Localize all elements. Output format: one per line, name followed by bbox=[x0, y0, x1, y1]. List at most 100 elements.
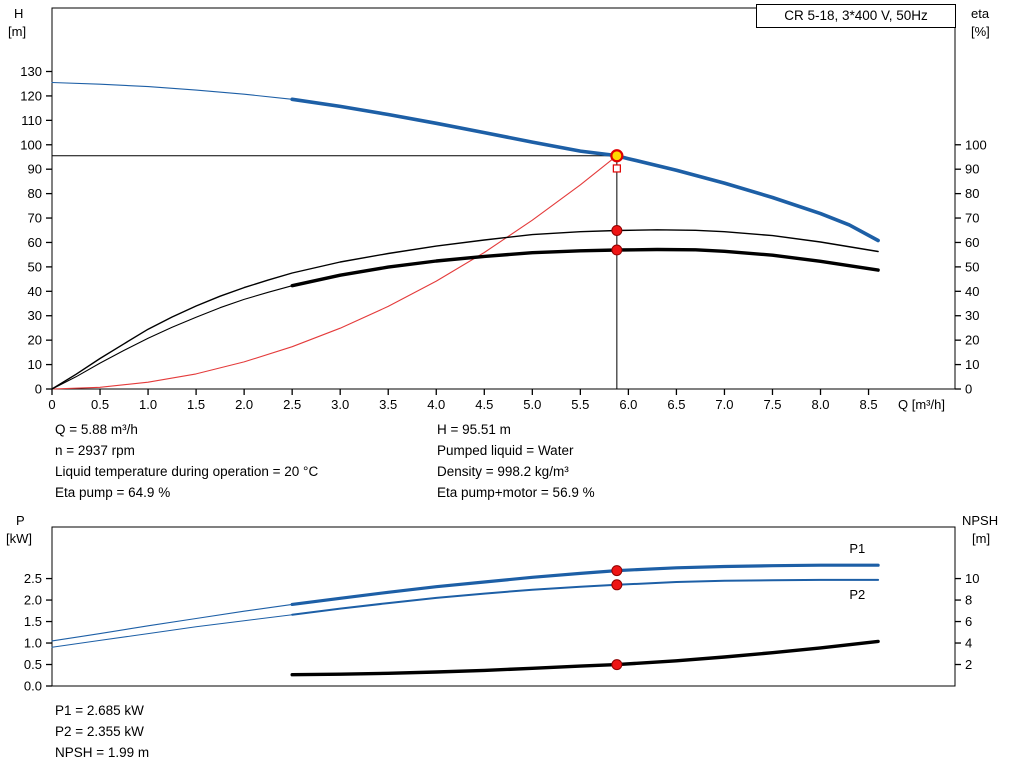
left-tick-label: 100 bbox=[20, 137, 42, 152]
x-tick-label: 8.0 bbox=[811, 397, 829, 412]
right-tick-label: 2 bbox=[965, 657, 972, 672]
right-tick-label: 6 bbox=[965, 614, 972, 629]
right-tick-label: 10 bbox=[965, 357, 979, 372]
operating-point-dot[interactable] bbox=[611, 579, 623, 591]
h-axis-unit: [m] bbox=[8, 24, 27, 39]
right-tick-label: 70 bbox=[965, 211, 979, 226]
curve-eta-pump-motor bbox=[290, 247, 880, 288]
left-tick-label: 120 bbox=[20, 88, 42, 103]
left-tick-label: 1.5 bbox=[24, 614, 42, 629]
left-tick-label: 30 bbox=[28, 308, 42, 323]
curve-label-p1: P1 bbox=[849, 541, 865, 556]
x-tick-label: 2.5 bbox=[283, 397, 301, 412]
left-tick-label: 0.0 bbox=[24, 679, 42, 694]
left-tick-label: 70 bbox=[28, 211, 42, 226]
operating-point-dot[interactable] bbox=[611, 659, 623, 671]
operating-point-dot[interactable] bbox=[611, 565, 623, 577]
curve-eta-pump bbox=[51, 229, 879, 390]
operating-point-dot[interactable] bbox=[611, 224, 623, 236]
x-tick-label: 2.0 bbox=[235, 397, 253, 412]
x-tick-label: 8.5 bbox=[860, 397, 878, 412]
left-tick-label: 0 bbox=[35, 382, 42, 397]
p-axis-unit: [kW] bbox=[6, 531, 32, 546]
x-tick-label: 0 bbox=[48, 397, 55, 412]
x-tick-label: 7.0 bbox=[715, 397, 733, 412]
x-tick-label: 6.5 bbox=[667, 397, 685, 412]
right-tick-label: 100 bbox=[965, 137, 987, 152]
left-tick-label: 90 bbox=[28, 162, 42, 177]
x-tick-label: 6.0 bbox=[619, 397, 637, 412]
x-tick-label: 3.5 bbox=[379, 397, 397, 412]
curve-p1 bbox=[51, 603, 293, 642]
curve-npsh bbox=[290, 639, 880, 677]
curve-eta-pump-motor bbox=[51, 285, 293, 390]
left-tick-label: 60 bbox=[28, 235, 42, 250]
h-axis-label: H bbox=[14, 6, 24, 21]
info-npsh: NPSH = 1.99 m bbox=[55, 745, 150, 760]
right-tick-label: 8 bbox=[965, 593, 972, 608]
left-tick-label: 2.0 bbox=[24, 593, 42, 608]
right-tick-label: 80 bbox=[965, 186, 979, 201]
pump-model-title-box: CR 5-18, 3*400 V, 50Hz bbox=[756, 4, 956, 28]
info-head: H = 95.51 m bbox=[437, 422, 511, 437]
info-eta-pump: Eta pump = 64.9 % bbox=[55, 485, 171, 500]
x-tick-label: 1.0 bbox=[139, 397, 157, 412]
power-info-column: P1 = 2.685 kW P2 = 2.355 kW NPSH = 1.99 … bbox=[55, 700, 149, 763]
x-tick-label: 4.0 bbox=[427, 397, 445, 412]
right-tick-label: 60 bbox=[965, 235, 979, 250]
right-tick-label: 10 bbox=[965, 571, 979, 586]
eta-axis-unit: [%] bbox=[971, 24, 990, 39]
left-tick-label: 2.5 bbox=[24, 571, 42, 586]
curve-p2 bbox=[291, 578, 880, 616]
right-tick-label: 50 bbox=[965, 259, 979, 274]
curve-p1 bbox=[290, 563, 880, 607]
left-tick-label: 110 bbox=[21, 113, 42, 128]
x-tick-label: 0.5 bbox=[91, 397, 109, 412]
curve-p2 bbox=[51, 614, 293, 648]
right-tick-label: 90 bbox=[965, 162, 979, 177]
left-tick-label: 80 bbox=[28, 186, 42, 201]
x-tick-label: 7.5 bbox=[763, 397, 781, 412]
x-tick-label: 5.5 bbox=[571, 397, 589, 412]
npsh-axis-label: NPSH bbox=[962, 513, 999, 528]
left-tick-label: 0.5 bbox=[24, 657, 42, 672]
curve-system-curve bbox=[51, 155, 618, 390]
eta-axis-label: eta bbox=[971, 6, 990, 21]
x-tick-label: 4.5 bbox=[475, 397, 493, 412]
curve-qh-curve bbox=[290, 97, 880, 243]
info-density: Density = 998.2 kg/m³ bbox=[437, 464, 569, 479]
right-tick-label: 30 bbox=[965, 308, 979, 323]
operating-info-left-column: Q = 5.88 m³/h n = 2937 rpm Liquid temper… bbox=[55, 419, 318, 503]
q-axis-unit: Q [m³/h] bbox=[898, 397, 945, 412]
head-efficiency-chart: 0 10 20 30 40 50 60 70 80 90 100 110 120 130 0 10 20 30 40… bbox=[20, 7, 987, 412]
curve-label-p2: P2 bbox=[849, 587, 865, 602]
head-plot-frame bbox=[51, 7, 956, 390]
info-p1: P1 = 2.685 kW bbox=[55, 703, 144, 718]
power-npsh-chart: 0.0 0.5 1.0 1.5 2.0 2.5 2 4 6 8 10 P1 P2 bbox=[24, 526, 979, 694]
info-liquid-temperature: Liquid temperature during operation = 20… bbox=[55, 464, 319, 479]
right-tick-label: 4 bbox=[965, 636, 972, 651]
npsh-axis-unit: [m] bbox=[972, 531, 991, 546]
left-tick-label: 130 bbox=[20, 64, 42, 79]
power-plot-frame bbox=[51, 526, 956, 687]
p-axis-label: P bbox=[16, 513, 25, 528]
right-tick-label: 20 bbox=[965, 333, 979, 348]
info-p2: P2 = 2.355 kW bbox=[55, 724, 144, 739]
operating-info-right-column: H = 95.51 m Pumped liquid = Water Densit… bbox=[437, 419, 595, 503]
x-tick-label: 1.5 bbox=[187, 397, 205, 412]
right-tick-label: 40 bbox=[965, 284, 979, 299]
info-flow: Q = 5.88 m³/h bbox=[55, 422, 138, 437]
left-tick-label: 20 bbox=[28, 333, 42, 348]
x-tick-label: 5.0 bbox=[523, 397, 541, 412]
x-tick-label: 3.0 bbox=[331, 397, 349, 412]
left-tick-label: 1.0 bbox=[24, 636, 42, 651]
operating-point-dot[interactable] bbox=[611, 244, 623, 256]
info-pumped-liquid: Pumped liquid = Water bbox=[437, 443, 574, 458]
duty-point[interactable] bbox=[610, 149, 624, 163]
left-tick-label: 50 bbox=[28, 259, 42, 274]
left-tick-label: 10 bbox=[28, 357, 42, 372]
left-tick-label: 40 bbox=[28, 284, 42, 299]
duty-drag-handle[interactable] bbox=[612, 164, 621, 173]
right-tick-label: 0 bbox=[965, 382, 972, 397]
